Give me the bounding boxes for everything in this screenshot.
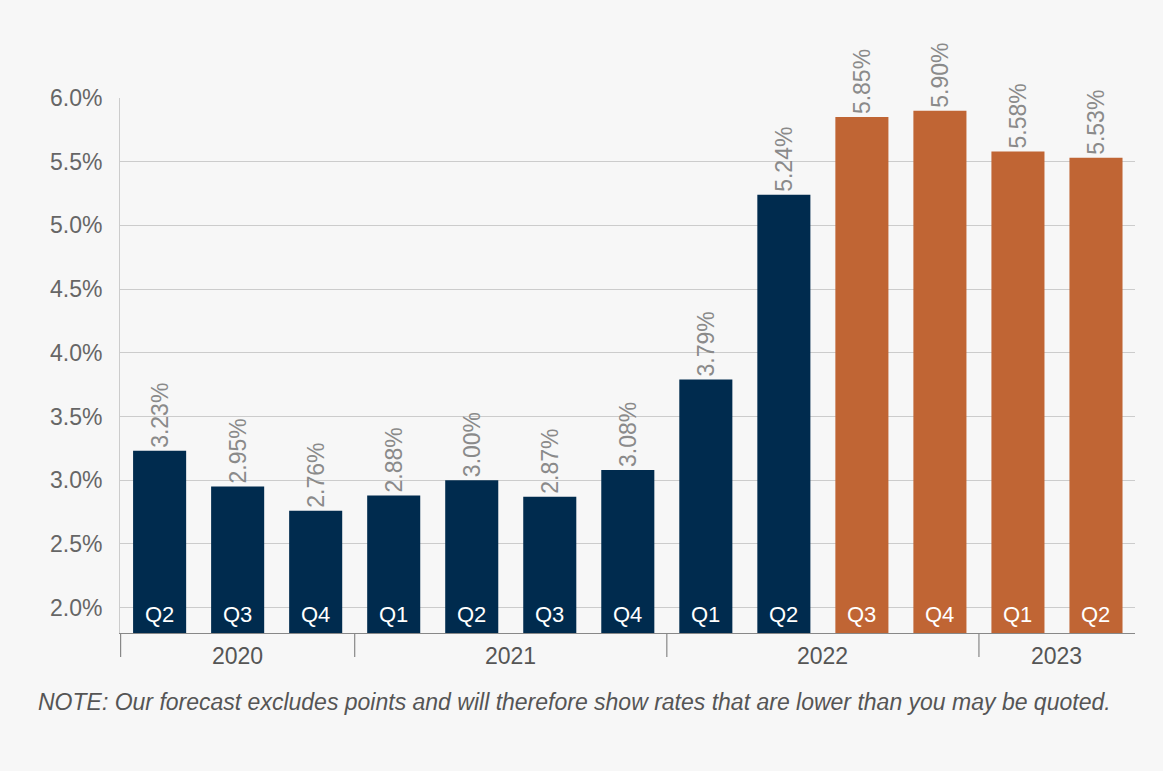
svg-text:2023: 2023 xyxy=(1031,643,1082,669)
svg-text:2.88%: 2.88% xyxy=(381,427,407,492)
svg-text:Q1: Q1 xyxy=(379,602,408,627)
svg-text:5.24%: 5.24% xyxy=(771,127,797,192)
svg-text:Q3: Q3 xyxy=(223,602,252,627)
svg-text:2.0%: 2.0% xyxy=(50,595,102,621)
svg-text:Q3: Q3 xyxy=(535,602,564,627)
svg-text:Q1: Q1 xyxy=(1003,602,1032,627)
svg-text:Q2: Q2 xyxy=(1081,602,1110,627)
svg-text:5.5%: 5.5% xyxy=(50,149,102,175)
svg-text:2.87%: 2.87% xyxy=(537,428,563,493)
svg-text:Q2: Q2 xyxy=(145,602,174,627)
svg-text:2022: 2022 xyxy=(797,643,848,669)
svg-text:Q2: Q2 xyxy=(769,602,798,627)
svg-text:2.95%: 2.95% xyxy=(225,418,251,483)
svg-text:5.58%: 5.58% xyxy=(1005,83,1031,148)
svg-text:Q4: Q4 xyxy=(925,602,954,627)
svg-text:2021: 2021 xyxy=(485,643,536,669)
html-text:NOTE: Our forecast excludes po: NOTE: Our forecast excludes points and w… xyxy=(38,689,1111,715)
svg-text:2.5%: 2.5% xyxy=(50,531,102,557)
svg-text:4.5%: 4.5% xyxy=(50,276,102,302)
svg-text:3.08%: 3.08% xyxy=(615,402,641,467)
svg-text:Q3: Q3 xyxy=(847,602,876,627)
svg-text:Q4: Q4 xyxy=(301,602,330,627)
svg-text:2020: 2020 xyxy=(212,643,263,669)
svg-text:5.0%: 5.0% xyxy=(50,212,102,238)
svg-text:3.0%: 3.0% xyxy=(50,467,102,493)
svg-text:Q2: Q2 xyxy=(457,602,486,627)
svg-text:4.0%: 4.0% xyxy=(50,340,102,366)
svg-text:6.0%: 6.0% xyxy=(50,85,102,111)
svg-text:Q1: Q1 xyxy=(691,602,720,627)
svg-text:3.00%: 3.00% xyxy=(459,412,485,477)
svg-text:3.79%: 3.79% xyxy=(693,311,719,376)
svg-text:5.85%: 5.85% xyxy=(849,49,875,114)
svg-text:5.53%: 5.53% xyxy=(1083,90,1109,155)
svg-text:2.76%: 2.76% xyxy=(303,442,329,507)
svg-text:3.23%: 3.23% xyxy=(147,383,173,448)
svg-text:3.5%: 3.5% xyxy=(50,404,102,430)
svg-text:5.90%: 5.90% xyxy=(927,43,953,108)
svg-text:Q4: Q4 xyxy=(613,602,642,627)
